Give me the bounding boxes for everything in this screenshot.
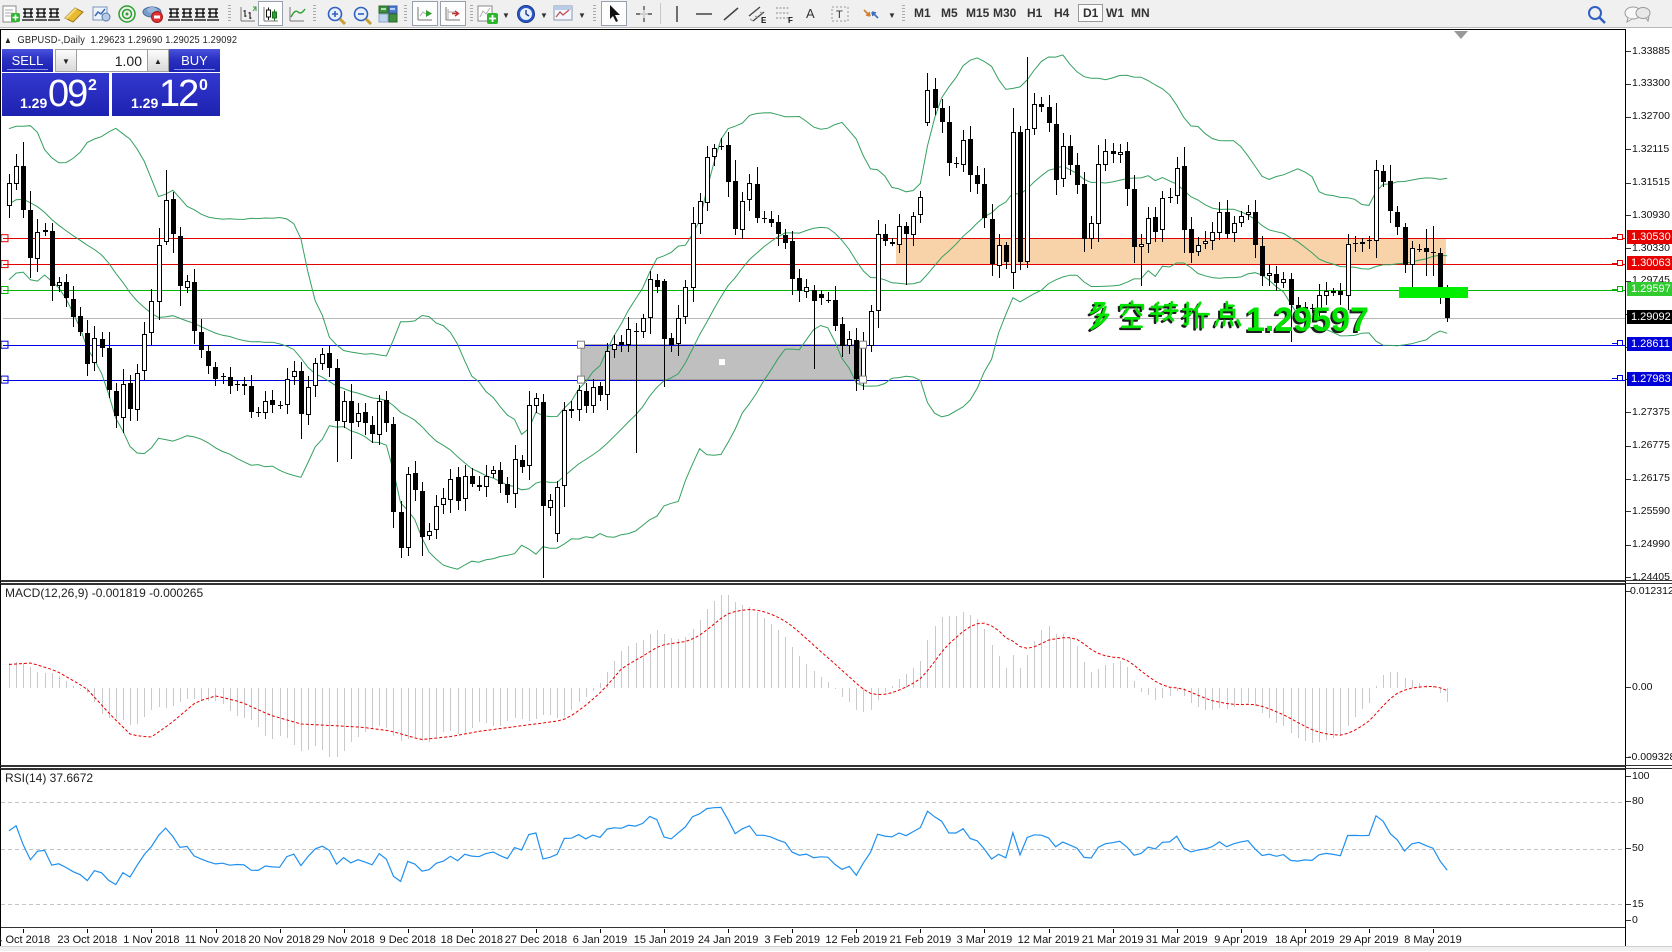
svg-text:F: F xyxy=(788,16,793,24)
svg-text:E: E xyxy=(761,16,767,24)
svg-text:T: T xyxy=(836,9,843,21)
